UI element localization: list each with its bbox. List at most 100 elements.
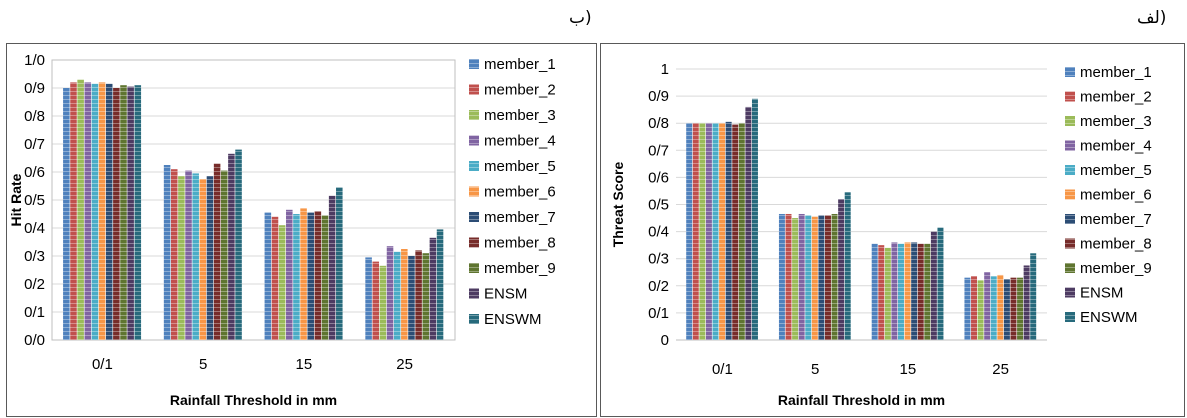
y-tick-label: 0/2 <box>648 278 669 295</box>
y-tick-label: 0/2 <box>24 276 45 293</box>
x-axis-title: Rainfall Threshold in mm <box>170 392 337 408</box>
y-tick-label: 0/5 <box>24 192 45 209</box>
x-tick-label: 0/1 <box>712 361 733 378</box>
bar-member_6 <box>98 82 106 341</box>
y-tick-label: 0/8 <box>24 108 45 125</box>
x-tick-label: 5 <box>199 356 207 373</box>
legend-label: member_4 <box>484 133 556 150</box>
bar-member_4 <box>386 246 394 340</box>
bar-member_9 <box>321 215 329 340</box>
bar-member_7 <box>408 256 415 340</box>
legend-label: member_6 <box>1080 187 1152 204</box>
bar-member_1 <box>686 123 693 340</box>
bar-member_4 <box>185 170 192 340</box>
legend-label: member_1 <box>484 56 556 73</box>
bar-member_3 <box>884 247 891 340</box>
legend-swatch <box>469 263 479 273</box>
bar-member_9 <box>1017 277 1024 340</box>
legend-label: ENSM <box>484 286 527 303</box>
y-tick-label: 0/6 <box>648 169 669 186</box>
y-tick-label: 0/3 <box>24 248 45 265</box>
bar-member_1 <box>365 257 372 340</box>
legend-swatch <box>469 237 479 248</box>
y-tick-label: 0/7 <box>648 142 669 159</box>
bar-member_2 <box>70 82 77 341</box>
legend-swatch <box>1065 238 1075 249</box>
legend-swatch <box>1065 312 1075 322</box>
bar-member_1 <box>163 165 171 340</box>
legend-label: member_9 <box>484 260 556 277</box>
legend-label: member_8 <box>1080 236 1152 253</box>
y-tick-label: 0/0 <box>24 332 45 349</box>
y-tick-label: 0/1 <box>24 304 45 321</box>
legend-label: member_3 <box>1080 113 1152 130</box>
legend-label: member_6 <box>484 184 556 201</box>
bar-member_9 <box>220 170 228 340</box>
y-tick-label: 0/1 <box>648 305 669 322</box>
y-axis-title: Threat Score <box>610 161 626 247</box>
legend-label: member_2 <box>1080 89 1152 106</box>
x-tick-label: 25 <box>992 361 1009 378</box>
bar-member_5 <box>712 123 719 340</box>
legend-swatch <box>469 288 479 299</box>
x-tick-label: 0/1 <box>92 356 113 373</box>
bar-member_2 <box>692 123 699 340</box>
y-tick-label: 0 <box>661 332 669 349</box>
bar-ensm <box>1023 265 1030 340</box>
bar-member_1 <box>871 243 878 340</box>
bar-ensm <box>930 231 937 340</box>
legend-label: member_3 <box>484 107 556 124</box>
legend-swatch <box>1065 189 1075 200</box>
bar-member_8 <box>1010 277 1017 340</box>
legend-swatch <box>469 314 479 324</box>
bar-member_9 <box>924 243 931 340</box>
x-tick-label: 15 <box>296 356 313 373</box>
bar-member_2 <box>372 261 380 340</box>
legend-swatch <box>1065 263 1075 273</box>
y-tick-label: 0/3 <box>648 251 669 268</box>
legend-label: member_7 <box>484 209 556 226</box>
bar-member_1 <box>264 212 272 340</box>
legend-label: member_4 <box>1080 138 1152 155</box>
bar-member_4 <box>84 82 92 341</box>
y-tick-label: 0/4 <box>648 224 669 241</box>
legend-swatch <box>469 135 479 146</box>
bar-member_4 <box>705 123 712 340</box>
bar-member_7 <box>206 176 214 340</box>
bar-member_5 <box>898 243 904 340</box>
legend-label: member_7 <box>1080 211 1152 228</box>
bar-member_7 <box>105 83 113 341</box>
bar-member_9 <box>831 213 838 340</box>
bar-member_2 <box>971 276 978 340</box>
bar-member_5 <box>805 215 812 340</box>
bar-member_2 <box>170 169 178 340</box>
bar-member_3 <box>278 225 286 340</box>
legend-label: ENSWM <box>1080 309 1138 326</box>
x-axis-title: Rainfall Threshold in mm <box>778 392 945 408</box>
bar-member_7 <box>725 121 732 340</box>
bar-enswm <box>844 192 851 340</box>
legend-swatch <box>469 84 479 95</box>
bar-member_9 <box>120 85 127 340</box>
bar-member_5 <box>990 276 997 340</box>
bar-enswm <box>235 149 242 340</box>
left-panel-label: ب) <box>569 8 592 28</box>
legend-label: member_5 <box>484 158 556 175</box>
bar-member_1 <box>63 88 70 340</box>
bar-member_6 <box>997 274 1004 340</box>
bar-member_3 <box>792 218 799 340</box>
bar-member_4 <box>798 213 805 340</box>
y-tick-label: 0/6 <box>24 164 45 181</box>
bar-ensm <box>228 153 235 340</box>
y-tick-label: 0/9 <box>648 88 669 105</box>
legend-swatch <box>469 161 479 171</box>
bar-member_3 <box>379 265 387 340</box>
bar-member_6 <box>199 179 207 340</box>
legend-swatch <box>469 186 479 197</box>
hit-rate-chart-panel: 0/0 0/1 0/2 0/3 0/4 0/5 0/6 0/7 0/8 0/9 1/0 0/1 5 15 2… <box>6 43 597 417</box>
legend-swatch <box>1065 287 1075 298</box>
bar-member_9 <box>738 123 745 340</box>
bar-member_7 <box>818 215 825 340</box>
bar-member_5 <box>192 173 199 340</box>
bar-member_8 <box>213 163 221 340</box>
